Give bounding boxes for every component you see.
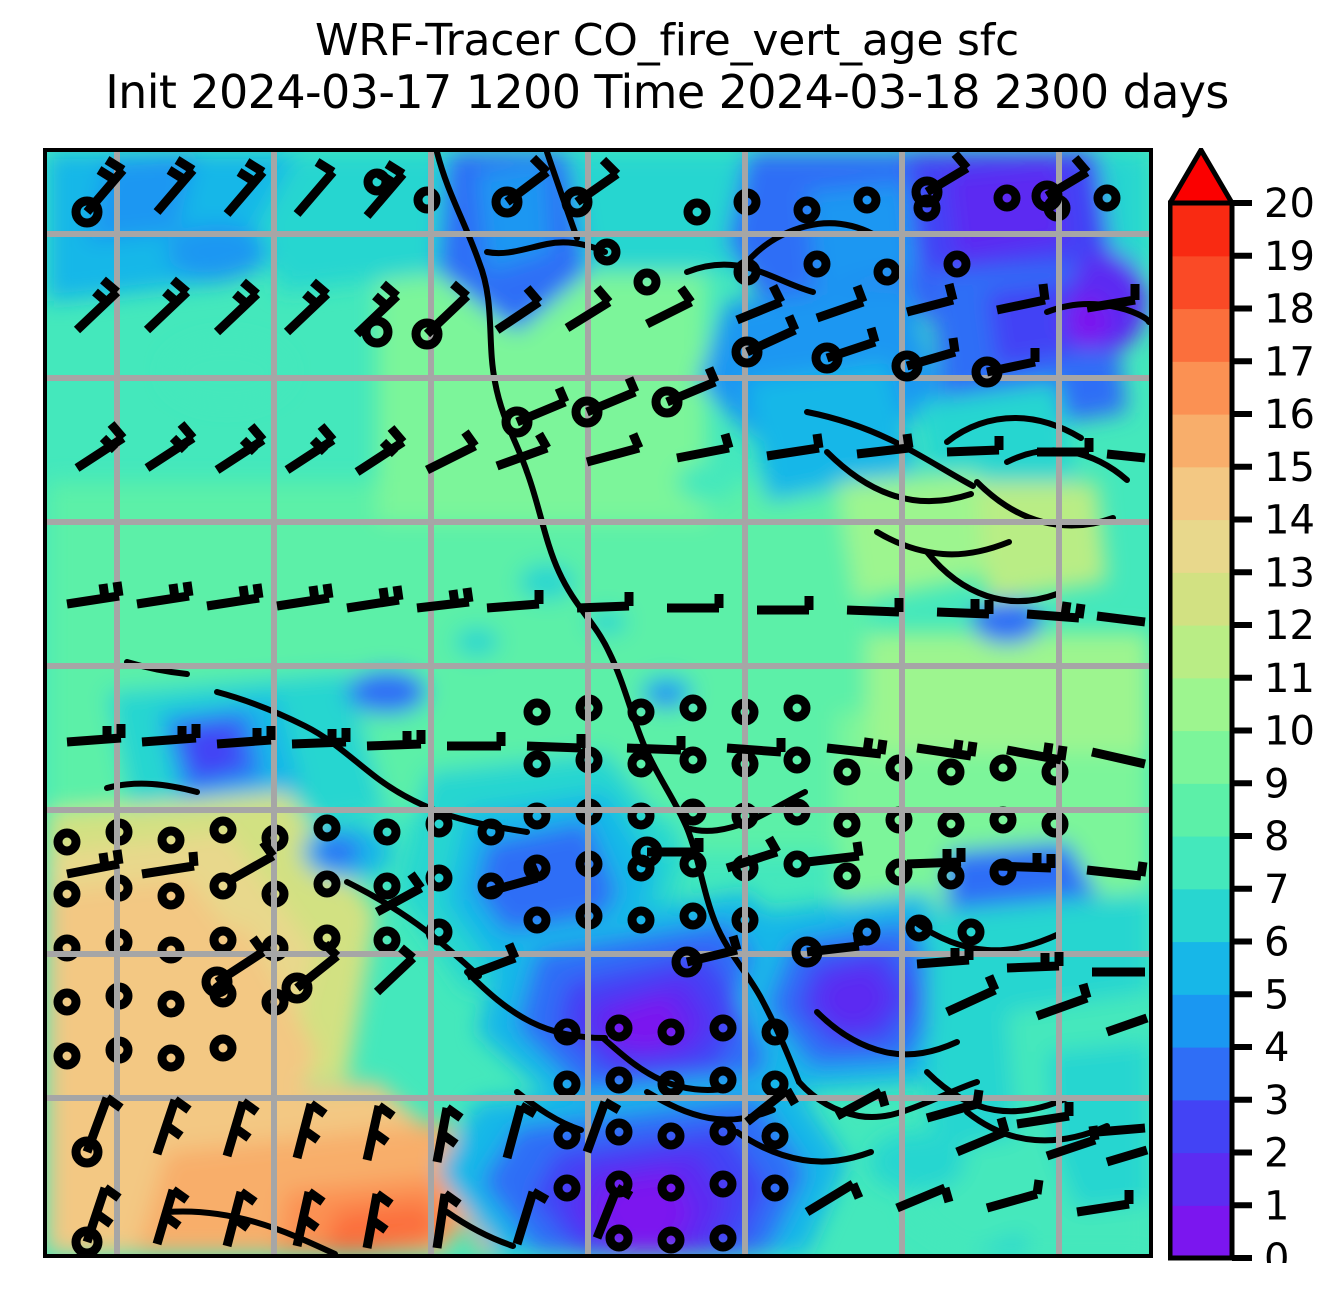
figure-title: WRF-Tracer CO_fire_vert_age sfc Init 202… bbox=[0, 0, 1334, 116]
colorbar-band bbox=[1170, 783, 1232, 837]
colorbar-tick-label: 4 bbox=[1264, 1025, 1289, 1071]
colorbar-band bbox=[1170, 572, 1232, 626]
colorbar-tick-label: 2 bbox=[1264, 1131, 1289, 1177]
colorbar-tick-label: 5 bbox=[1264, 972, 1289, 1018]
colorbar-band bbox=[1170, 1099, 1232, 1154]
colorbar-tick-label: 15 bbox=[1264, 445, 1315, 491]
colorbar-tick-label: 8 bbox=[1264, 814, 1289, 860]
colorbar-over-arrow bbox=[1168, 148, 1237, 206]
colorbar-band bbox=[1170, 255, 1232, 310]
colorbar-band bbox=[1170, 203, 1232, 257]
colorbar-tick-label: 1 bbox=[1264, 1183, 1289, 1229]
colorbar-band bbox=[1170, 625, 1232, 679]
colorbar-tick-label: 16 bbox=[1264, 392, 1315, 438]
title-line-2: Init 2024-03-17 1200 Time 2024-03-18 230… bbox=[105, 65, 1229, 120]
colorbar-band bbox=[1170, 1047, 1232, 1101]
title-line-1: WRF-Tracer CO_fire_vert_age sfc bbox=[314, 15, 1020, 66]
colorbar[interactable]: 20 19 18 17 16 15 14 13 12 11 10 9 8 7 6 5 4 3 2 1 0 bbox=[1168, 148, 1334, 1263]
coastline-layer bbox=[104, 152, 1149, 1254]
map-canvas[interactable] bbox=[47, 152, 1149, 1254]
colorbar-band bbox=[1170, 941, 1232, 995]
colorbar-band bbox=[1170, 888, 1232, 943]
colorbar-tick-label: 9 bbox=[1264, 761, 1289, 807]
colorbar-tick-label: 11 bbox=[1264, 656, 1315, 702]
colorbar-tick-label: 7 bbox=[1264, 867, 1289, 913]
colorbar-band bbox=[1170, 1205, 1232, 1259]
colorbar-tick-label: 18 bbox=[1264, 287, 1315, 333]
colorbar-tick-label: 19 bbox=[1264, 234, 1315, 280]
colorbar-band bbox=[1170, 466, 1232, 521]
colorbar-band bbox=[1170, 730, 1232, 784]
colorbar-band bbox=[1170, 994, 1232, 1048]
map-plot-area[interactable] bbox=[43, 148, 1153, 1258]
colorbar-band bbox=[1170, 836, 1232, 890]
calm-wind-markers bbox=[71, 176, 1063, 1254]
colorbar-band bbox=[1170, 519, 1232, 573]
colorbar-ticks bbox=[1232, 200, 1252, 1261]
colorbar-tick-label: 0 bbox=[1264, 1236, 1289, 1263]
colorbar-band bbox=[1170, 414, 1232, 468]
wind-barb-layer bbox=[66, 152, 1149, 1249]
contour-fill-layer bbox=[47, 152, 1149, 1254]
colorbar-band bbox=[1170, 308, 1232, 362]
colorbar-band bbox=[1170, 361, 1232, 415]
colorbar-band bbox=[1170, 1152, 1232, 1206]
colorbar-tick-label: 13 bbox=[1264, 550, 1315, 596]
colorbar-tick-label: 3 bbox=[1264, 1078, 1289, 1124]
colorbar-tick-label: 17 bbox=[1264, 339, 1315, 385]
colorbar-tick-label: 6 bbox=[1264, 920, 1289, 966]
colorbar-tick-label: 20 bbox=[1264, 181, 1315, 227]
colorbar-bands bbox=[1170, 203, 1232, 1259]
colorbar-band bbox=[1170, 677, 1232, 732]
lat-lon-gridlines bbox=[47, 152, 1149, 1254]
colorbar-tick-label: 10 bbox=[1264, 709, 1315, 755]
colorbar-tick-label: 14 bbox=[1264, 498, 1315, 544]
colorbar-tick-label: 12 bbox=[1264, 603, 1315, 649]
